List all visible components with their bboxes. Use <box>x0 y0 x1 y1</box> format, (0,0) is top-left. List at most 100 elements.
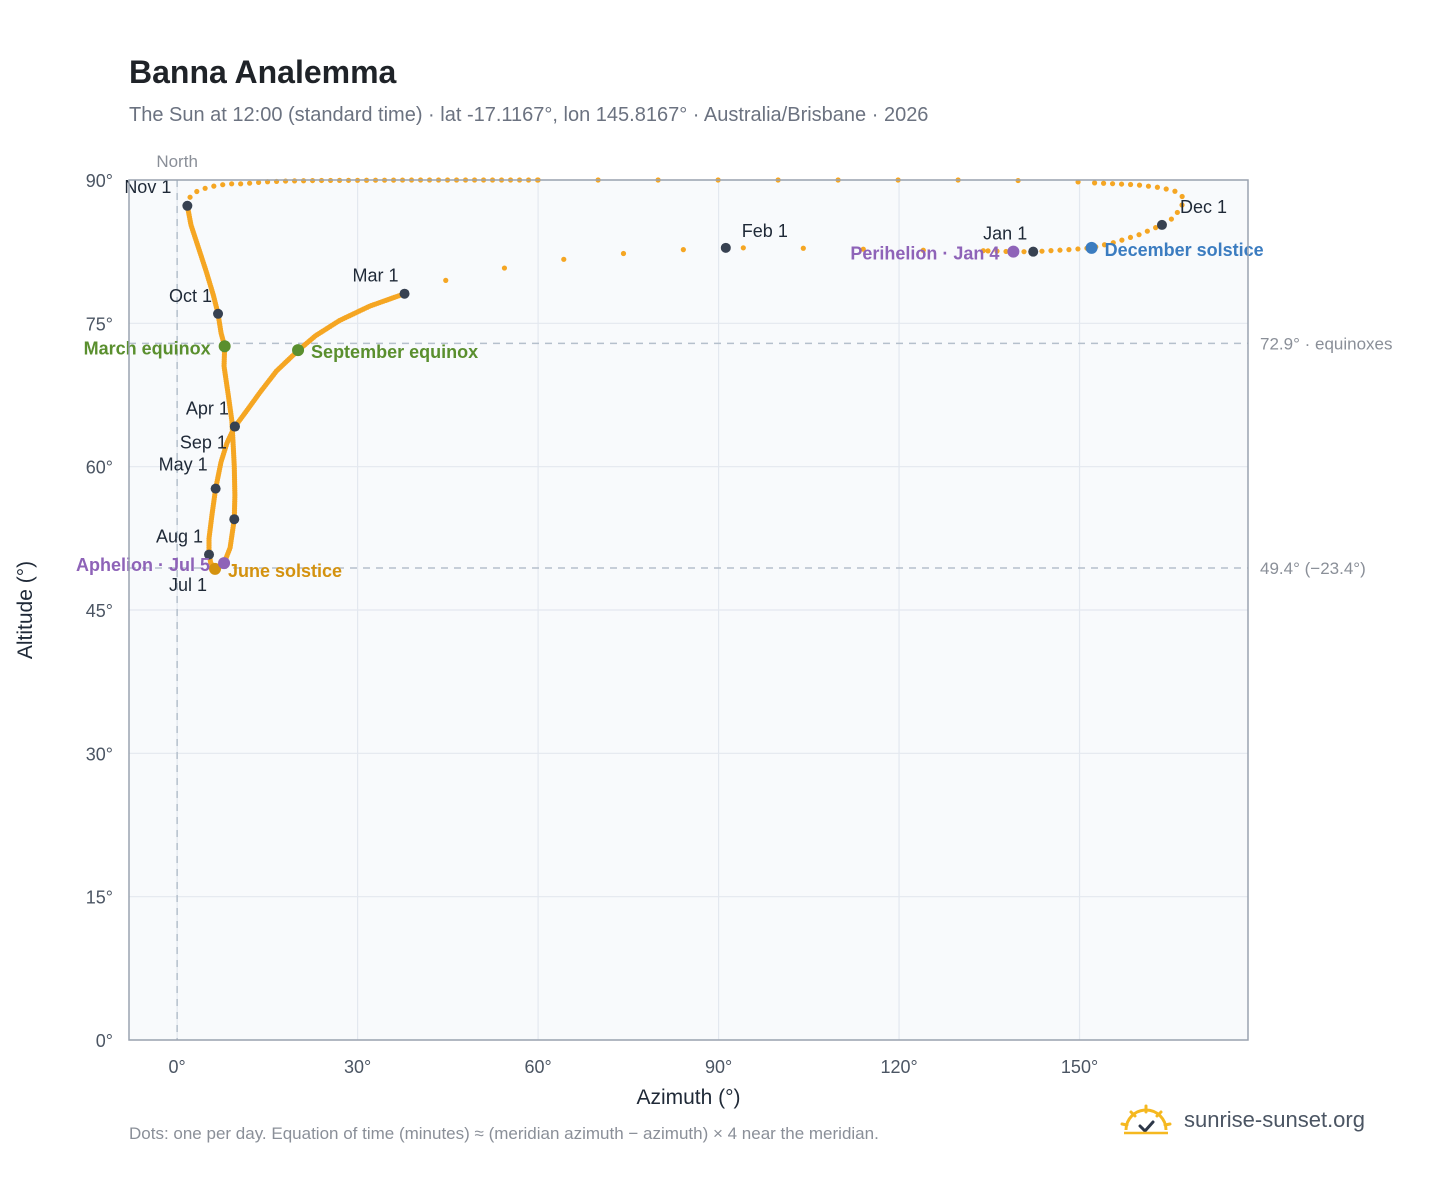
plot-frame <box>128 179 1249 1041</box>
event-label: September equinox <box>311 342 478 362</box>
reference-line-label: 49.4° (−23.4°) <box>1260 559 1366 578</box>
daily-sun-dot <box>1109 181 1116 187</box>
daily-sun-dot <box>1127 234 1134 241</box>
daily-sun-dot <box>1153 225 1159 231</box>
daily-sun-dot <box>247 180 253 186</box>
month-label: Apr 1 <box>186 399 229 419</box>
daily-sun-dot <box>1057 247 1063 253</box>
y-tick-label: 0° <box>96 1031 113 1051</box>
daily-sun-dot <box>1172 188 1178 194</box>
daily-sun-dot <box>1101 242 1108 248</box>
daily-sun-dot <box>1179 202 1185 208</box>
daily-sun-dot <box>1163 186 1169 192</box>
daily-sun-dot <box>561 256 567 262</box>
daily-sun-dot <box>1048 248 1054 254</box>
daily-sun-dot <box>1127 181 1134 188</box>
daily-sun-dot <box>1021 249 1027 255</box>
event-label: June solstice <box>228 561 342 581</box>
daily-sun-dot <box>1091 180 1098 186</box>
y-tick-label: 30° <box>86 744 113 764</box>
event-marker <box>1007 245 1020 258</box>
north-label: North <box>156 152 198 171</box>
month-label: Dec 1 <box>1180 197 1227 217</box>
daily-sun-dot <box>740 245 746 251</box>
month-marker-dot <box>229 514 240 525</box>
y-tick-label: 75° <box>86 314 113 334</box>
footnote: Dots: one per day. Equation of time (min… <box>129 1124 879 1143</box>
x-tick-label: 90° <box>705 1057 732 1077</box>
daily-sun-dot <box>443 277 449 283</box>
month-label: Jul 1 <box>169 575 207 595</box>
daily-sun-dot <box>1136 232 1142 238</box>
month-marker-dot <box>399 288 410 299</box>
daily-sun-dot <box>291 178 298 184</box>
month-marker-dot <box>1028 246 1039 257</box>
daily-sun-dot <box>860 246 866 252</box>
event-markers: March equinox September equinox June solst… <box>76 240 1264 581</box>
month-label: Oct 1 <box>169 286 212 306</box>
daily-sun-dot <box>620 250 627 257</box>
daily-sun-dot <box>1179 193 1185 200</box>
daily-sun-dot <box>187 194 193 200</box>
event-label: Aphelion · Jul 5 <box>76 555 210 575</box>
daily-sun-dot <box>501 265 508 271</box>
axes: 0° 30° 60° 90° 120° 150° 0° 15° 30° 45° 60° 75° 90° A… <box>14 171 1098 1109</box>
brand-name: sunrise-sunset.org <box>1184 1107 1365 1132</box>
daily-sun-dot <box>1154 184 1160 190</box>
daily-sun-dot <box>1136 182 1143 188</box>
month-marker-dot <box>229 421 240 432</box>
daily-sun-dot <box>220 182 226 188</box>
y-tick-label: 15° <box>86 888 113 908</box>
daily-sun-dot <box>680 247 686 253</box>
event-marker <box>1085 241 1098 254</box>
chart-title: Banna Analemma <box>129 54 397 90</box>
daily-sun-dot <box>202 185 208 191</box>
y-axis-label: Altitude (°) <box>14 561 37 659</box>
daily-sun-dot <box>1119 237 1125 243</box>
reference-line-label: 72.9° · equinoxes <box>1260 334 1393 353</box>
daily-sun-dot <box>1118 181 1125 187</box>
daily-sun-dot <box>1110 240 1116 246</box>
month-label: Sep 1 <box>180 433 227 453</box>
x-tick-label: 0° <box>169 1057 186 1077</box>
daily-sun-dot <box>238 181 244 187</box>
month-label: May 1 <box>159 455 208 475</box>
month-marker-dot <box>182 200 193 211</box>
daily-sun-dot <box>1003 248 1009 255</box>
brand[interactable]: sunrise-sunset.org <box>1120 1104 1365 1136</box>
event-marker <box>218 557 231 570</box>
month-marker-dot <box>720 242 731 253</box>
daily-sun-dot <box>1100 180 1107 186</box>
month-label: Nov 1 <box>124 177 171 197</box>
daily-sun-dot <box>1168 216 1174 222</box>
chart-subtitle: The Sun at 12:00 (standard time) · lat -… <box>129 104 929 126</box>
daily-sun-dot <box>211 183 217 189</box>
month-marker-dot <box>213 308 224 319</box>
daily-sun-dot <box>1039 248 1045 254</box>
daily-sun-dot <box>994 248 1000 254</box>
month-marker-dot <box>1156 219 1167 230</box>
event-marker <box>209 562 222 575</box>
daily-sun-dot <box>1145 183 1152 189</box>
event-label: December solstice <box>1105 240 1264 260</box>
x-tick-label: 60° <box>524 1057 551 1077</box>
x-tick-label: 120° <box>880 1057 917 1077</box>
daily-sun-dot <box>1075 246 1081 252</box>
reference-lines: North 72.9° · equinoxes 49.4° (−23.4°) <box>129 152 1393 1040</box>
y-tick-label: 45° <box>86 601 113 621</box>
event-marker <box>218 340 231 353</box>
event-marker <box>292 344 305 357</box>
daily-sun-dot <box>1144 228 1150 234</box>
y-tick-label: 90° <box>86 171 113 191</box>
daily-sun-dot <box>985 248 991 254</box>
month-marker-dot <box>210 483 221 494</box>
daily-sun-dot <box>980 248 986 254</box>
daily-sun-dot <box>282 178 289 184</box>
x-axis-label: Azimuth (°) <box>636 1086 740 1109</box>
x-tick-label: 150° <box>1061 1057 1098 1077</box>
sunrise-logo-icon <box>1120 1104 1172 1135</box>
event-label: March equinox <box>84 338 211 358</box>
daily-sun-dot <box>229 181 235 187</box>
daily-sun-dot <box>920 247 926 253</box>
daily-sun-dot <box>800 245 806 251</box>
